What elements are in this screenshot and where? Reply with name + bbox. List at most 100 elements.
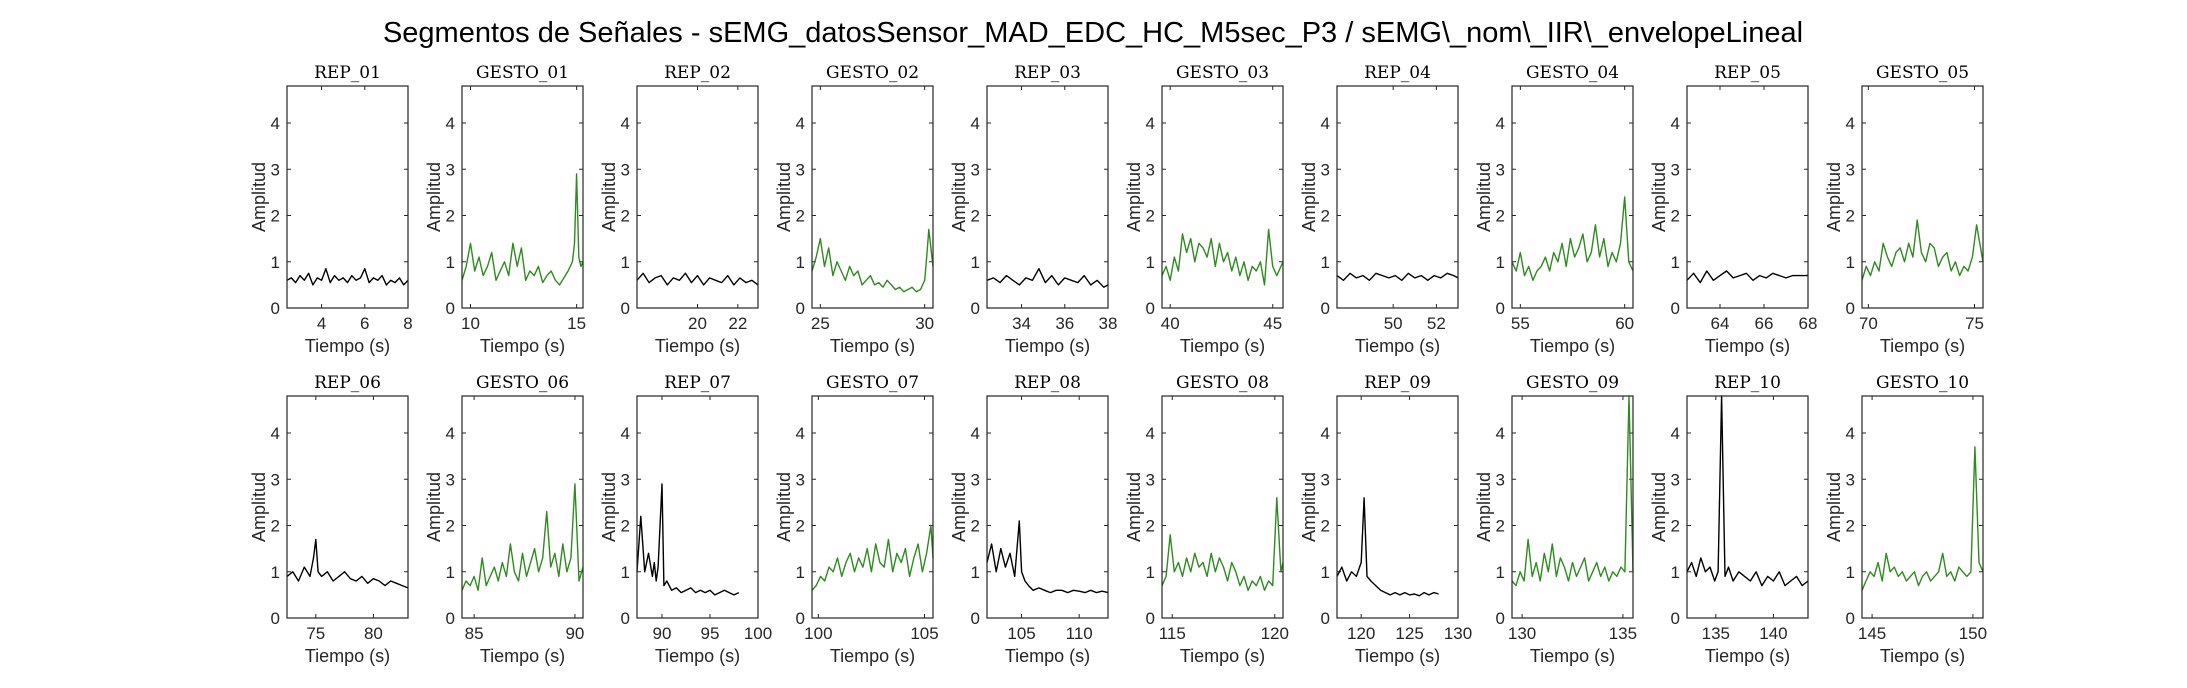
subplot-title: GESTO_03 xyxy=(1176,63,1269,83)
subplot: REP_08 0 1 2 3 4 105 110 Tiempo (s) Amplitud xyxy=(949,373,1109,666)
subplot-title: REP_08 xyxy=(1014,373,1081,393)
y-tick-label: 1 xyxy=(1496,253,1505,272)
y-tick-label: 4 xyxy=(1146,114,1155,133)
x-axis-label: Tiempo (s) xyxy=(1705,646,1790,666)
subplot-title: GESTO_01 xyxy=(476,63,569,83)
x-tick-label: 55 xyxy=(1511,314,1530,333)
subplot-title: GESTO_05 xyxy=(1876,63,1969,83)
y-axis-label: Amplitud xyxy=(599,472,619,542)
subplot-title: GESTO_04 xyxy=(1526,63,1619,83)
x-axis-label: Tiempo (s) xyxy=(830,336,915,356)
axes-box xyxy=(986,395,1109,619)
x-tick-label: 105 xyxy=(1007,624,1035,643)
x-tick-label: 110 xyxy=(1066,624,1093,643)
y-tick-label: 1 xyxy=(1321,563,1330,582)
x-tick-label: 64 xyxy=(1711,314,1730,333)
y-tick-label: 1 xyxy=(971,563,980,582)
x-tick-label: 6 xyxy=(360,314,369,333)
y-tick-label: 0 xyxy=(1321,609,1330,628)
x-tick-label: 22 xyxy=(728,314,747,333)
x-tick-label: 90 xyxy=(653,624,672,643)
signal-line xyxy=(1511,395,1634,587)
x-axis-label: Tiempo (s) xyxy=(1180,646,1265,666)
subplot-title: GESTO_07 xyxy=(826,373,919,393)
subplot-title: REP_03 xyxy=(1014,63,1081,83)
y-axis-label: Amplitud xyxy=(1299,162,1319,232)
y-tick-label: 2 xyxy=(796,207,805,226)
subplot: REP_05 0 1 2 3 4 64 66 68 Tiempo (s) Amplitud xyxy=(1649,63,1817,356)
subplot: GESTO_08 0 1 2 3 4 115 120 Tiempo (s) Amplitud xyxy=(1124,373,1289,666)
x-tick-label: 80 xyxy=(364,624,383,643)
subplot: GESTO_07 0 1 2 3 4 100 105 Tiempo (s) Amplitud xyxy=(774,373,939,666)
y-tick-label: 3 xyxy=(1846,160,1855,179)
x-axis-label: Tiempo (s) xyxy=(830,646,915,666)
x-tick-label: 4 xyxy=(317,314,326,333)
subplot-title: REP_07 xyxy=(664,373,731,393)
y-tick-label: 0 xyxy=(1846,299,1855,318)
y-axis-label: Amplitud xyxy=(249,472,269,542)
x-axis-label: Tiempo (s) xyxy=(1180,336,1265,356)
y-tick-label: 4 xyxy=(1671,424,1680,443)
x-tick-label: 34 xyxy=(1012,314,1031,333)
y-axis-label: Amplitud xyxy=(249,162,269,232)
y-tick-label: 0 xyxy=(271,299,280,318)
x-axis-label: Tiempo (s) xyxy=(655,336,740,356)
axes-box xyxy=(1686,395,1809,619)
signal-line xyxy=(1861,446,1984,591)
y-tick-label: 0 xyxy=(796,609,805,628)
y-tick-label: 2 xyxy=(621,517,630,536)
y-tick-label: 4 xyxy=(796,114,805,133)
y-tick-label: 2 xyxy=(1496,207,1505,226)
subplot-title: REP_05 xyxy=(1714,63,1781,83)
subplot-title: GESTO_10 xyxy=(1876,373,1969,393)
x-tick-label: 8 xyxy=(403,314,412,333)
x-axis-label: Tiempo (s) xyxy=(1005,336,1090,356)
x-tick-label: 70 xyxy=(1859,314,1878,333)
subplot: REP_01 0 1 2 3 4 4 6 8 Tiempo (s) Amplitud xyxy=(249,63,413,356)
y-axis-label: Amplitud xyxy=(424,162,444,232)
y-tick-label: 3 xyxy=(271,470,280,489)
y-tick-label: 2 xyxy=(1496,517,1505,536)
figure-title: Segmentos de Señales - sEMG_datosSensor_… xyxy=(383,17,1803,49)
x-tick-label: 36 xyxy=(1055,314,1074,333)
x-axis-label: Tiempo (s) xyxy=(305,336,390,356)
y-axis-label: Amplitud xyxy=(949,472,969,542)
y-tick-label: 3 xyxy=(1846,470,1855,489)
x-tick-label: 75 xyxy=(306,624,325,643)
axes-box xyxy=(286,85,409,309)
y-tick-label: 1 xyxy=(271,253,280,272)
y-tick-label: 2 xyxy=(1671,207,1680,226)
x-tick-label: 105 xyxy=(910,624,938,643)
y-tick-label: 0 xyxy=(971,299,980,318)
y-tick-label: 1 xyxy=(1146,253,1155,272)
subplot-title: GESTO_06 xyxy=(476,373,569,393)
x-axis-label: Tiempo (s) xyxy=(655,646,740,666)
x-tick-label: 45 xyxy=(1263,314,1282,333)
x-tick-label: 30 xyxy=(915,314,934,333)
signal-line xyxy=(1861,219,1984,281)
y-tick-label: 3 xyxy=(271,160,280,179)
axes-box xyxy=(636,395,759,619)
y-tick-label: 0 xyxy=(271,609,280,628)
y-tick-label: 1 xyxy=(446,563,455,582)
axes-box xyxy=(986,85,1109,309)
y-tick-label: 2 xyxy=(1671,517,1680,536)
y-tick-label: 2 xyxy=(271,207,280,226)
x-tick-label: 125 xyxy=(1395,624,1423,643)
signal-line xyxy=(636,483,740,596)
y-tick-label: 2 xyxy=(446,207,455,226)
x-tick-label: 25 xyxy=(811,314,830,333)
y-tick-label: 0 xyxy=(1846,609,1855,628)
y-tick-label: 3 xyxy=(446,160,455,179)
y-axis-label: Amplitud xyxy=(949,162,969,232)
signal-line xyxy=(1336,497,1439,597)
y-tick-label: 2 xyxy=(1146,517,1155,536)
y-tick-label: 1 xyxy=(271,563,280,582)
y-tick-label: 1 xyxy=(971,253,980,272)
y-tick-label: 1 xyxy=(621,563,630,582)
